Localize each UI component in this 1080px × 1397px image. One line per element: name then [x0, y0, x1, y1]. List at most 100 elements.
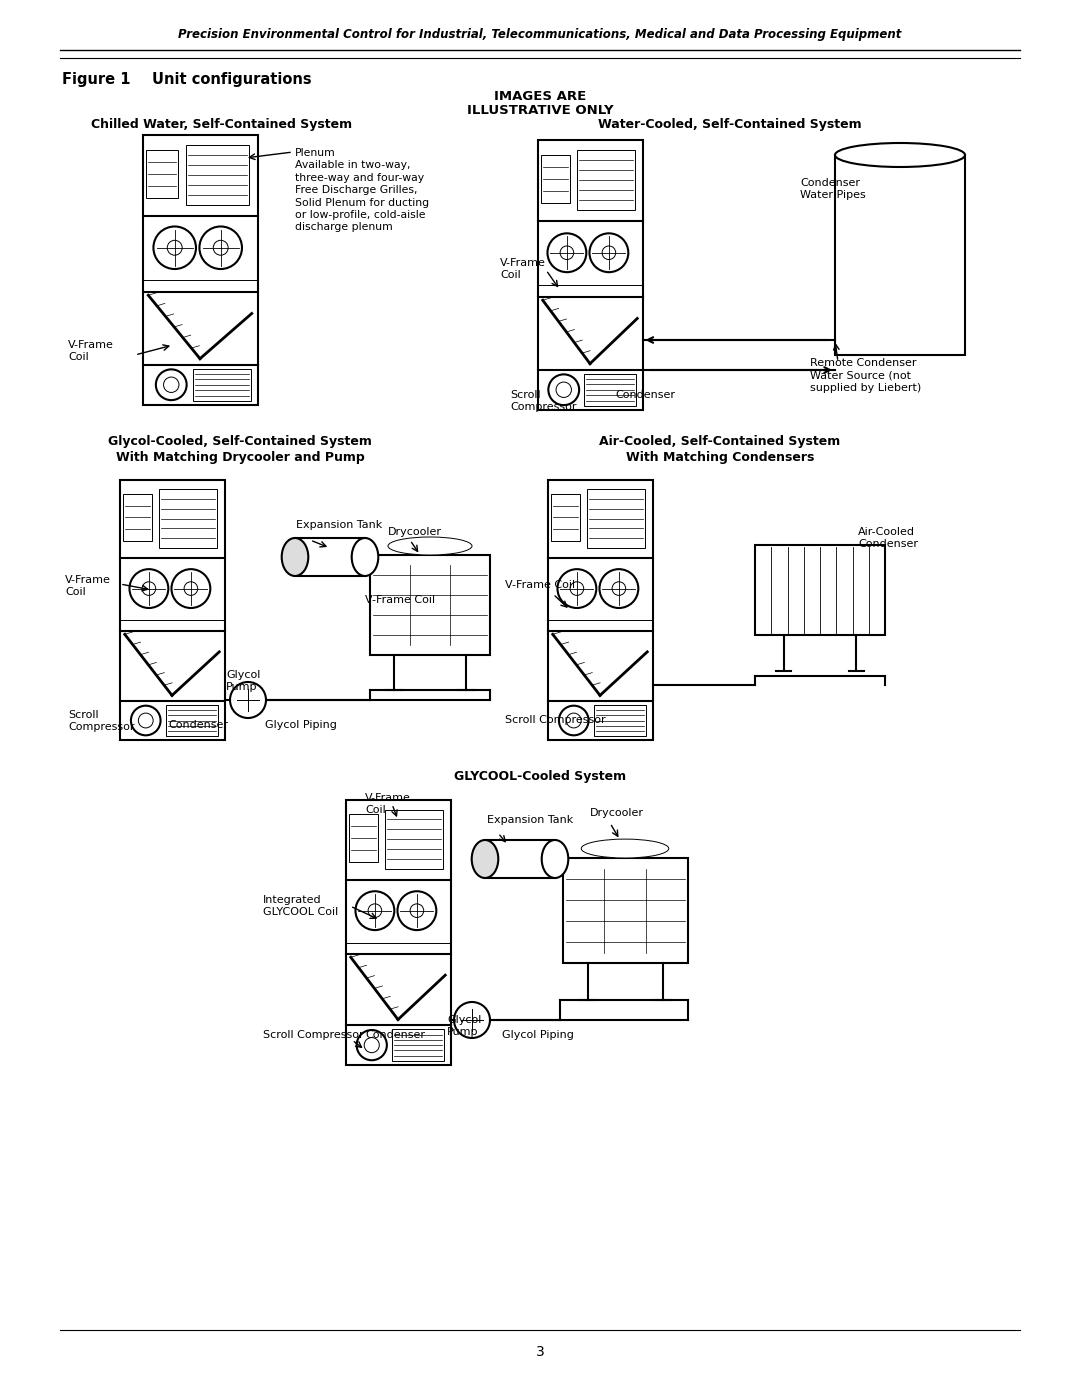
Ellipse shape — [581, 840, 669, 858]
Bar — [594, 705, 646, 736]
Ellipse shape — [388, 536, 472, 555]
Bar — [485, 840, 555, 877]
Text: 3: 3 — [536, 1345, 544, 1359]
Text: Figure 1: Figure 1 — [62, 73, 131, 87]
Text: Expansion Tank: Expansion Tank — [296, 520, 382, 529]
Circle shape — [230, 682, 266, 718]
Text: V-Frame
Coil: V-Frame Coil — [365, 793, 410, 816]
Bar — [165, 705, 218, 736]
Ellipse shape — [282, 538, 308, 576]
Text: Precision Environmental Control for Industrial, Telecommunications, Medical and : Precision Environmental Control for Indu… — [178, 28, 902, 41]
Text: Integrated
GLYCOOL Coil: Integrated GLYCOOL Coil — [264, 895, 338, 918]
Circle shape — [397, 891, 436, 930]
Circle shape — [590, 233, 629, 272]
Bar — [548, 481, 652, 740]
Bar — [541, 155, 570, 203]
Circle shape — [599, 569, 638, 608]
Text: Scroll
Compressor: Scroll Compressor — [510, 390, 577, 412]
Bar — [143, 136, 257, 405]
Bar — [578, 149, 635, 211]
Text: Chilled Water, Self-Contained System: Chilled Water, Self-Contained System — [92, 117, 352, 131]
Text: Scroll Compressor: Scroll Compressor — [505, 715, 606, 725]
Circle shape — [143, 581, 156, 595]
Circle shape — [454, 1002, 490, 1038]
Circle shape — [549, 374, 579, 405]
Text: GLYCOOL-Cooled System: GLYCOOL-Cooled System — [454, 770, 626, 782]
Circle shape — [368, 904, 381, 918]
Bar — [386, 809, 443, 869]
Bar — [349, 814, 378, 862]
Circle shape — [213, 240, 228, 256]
Text: Water-Cooled, Self-Contained System: Water-Cooled, Self-Contained System — [598, 117, 862, 131]
Bar — [583, 373, 636, 407]
Bar — [186, 145, 249, 205]
Text: Glycol-Cooled, Self-Contained System
With Matching Drycooler and Pump: Glycol-Cooled, Self-Contained System Wit… — [108, 434, 372, 464]
Text: V-Frame
Coil: V-Frame Coil — [65, 576, 111, 598]
Ellipse shape — [542, 840, 568, 877]
Circle shape — [184, 581, 198, 595]
Circle shape — [130, 569, 168, 608]
Bar — [123, 495, 152, 541]
Text: Glycol Piping: Glycol Piping — [265, 719, 337, 731]
Text: V-Frame
Coil: V-Frame Coil — [500, 258, 545, 281]
Circle shape — [172, 569, 211, 608]
Text: Condenser: Condenser — [168, 719, 228, 731]
Circle shape — [153, 226, 195, 270]
Text: V-Frame Coil: V-Frame Coil — [365, 595, 435, 605]
Ellipse shape — [835, 142, 966, 168]
Bar — [193, 369, 251, 401]
Bar — [160, 489, 217, 548]
Circle shape — [356, 1030, 387, 1060]
Bar — [551, 495, 580, 541]
Bar — [538, 140, 643, 409]
Circle shape — [603, 246, 616, 260]
Text: V-Frame Coil: V-Frame Coil — [505, 580, 576, 590]
Text: Glycol
Pump: Glycol Pump — [226, 671, 260, 693]
Text: Drycooler: Drycooler — [388, 527, 442, 536]
Text: V-Frame
Coil: V-Frame Coil — [68, 339, 113, 362]
Circle shape — [163, 377, 179, 393]
Circle shape — [200, 226, 242, 270]
Circle shape — [355, 891, 394, 930]
Text: Condenser: Condenser — [365, 1030, 426, 1039]
Circle shape — [570, 581, 583, 595]
Circle shape — [131, 705, 161, 735]
Text: Glycol Piping: Glycol Piping — [502, 1030, 573, 1039]
Circle shape — [364, 1038, 379, 1053]
Text: IMAGES ARE: IMAGES ARE — [494, 89, 586, 103]
Bar — [346, 800, 450, 1065]
Bar — [146, 149, 178, 198]
Text: Scroll
Compressor: Scroll Compressor — [68, 710, 135, 732]
Text: Remote Condenser
Water Source (not
supplied by Liebert): Remote Condenser Water Source (not suppl… — [810, 358, 921, 393]
Bar — [588, 489, 645, 548]
Bar — [295, 538, 365, 576]
Text: Scroll Compressor: Scroll Compressor — [264, 1030, 364, 1039]
Text: Drycooler: Drycooler — [590, 807, 644, 819]
Circle shape — [557, 569, 596, 608]
Text: Condenser: Condenser — [615, 390, 675, 400]
Circle shape — [548, 233, 586, 272]
Ellipse shape — [352, 538, 378, 576]
Bar — [120, 481, 225, 740]
Bar — [392, 1030, 444, 1062]
Text: ILLUSTRATIVE ONLY: ILLUSTRATIVE ONLY — [467, 103, 613, 117]
Bar — [370, 555, 490, 655]
Text: Air-Cooled
Condenser: Air-Cooled Condenser — [858, 527, 918, 549]
Circle shape — [156, 369, 187, 400]
Circle shape — [556, 381, 571, 397]
Circle shape — [410, 904, 423, 918]
Bar — [835, 155, 966, 355]
Text: Condenser
Water Pipes: Condenser Water Pipes — [800, 177, 866, 200]
Circle shape — [167, 240, 183, 256]
Text: Plenum
Available in two-way,
three-way and four-way
Free Discharge Grilles,
Soli: Plenum Available in two-way, three-way a… — [295, 148, 429, 232]
Bar — [755, 545, 885, 636]
Circle shape — [612, 581, 625, 595]
Circle shape — [566, 712, 581, 728]
Text: Air-Cooled, Self-Contained System
With Matching Condensers: Air-Cooled, Self-Contained System With M… — [599, 434, 840, 464]
Circle shape — [559, 705, 589, 735]
Circle shape — [561, 246, 573, 260]
Bar — [563, 858, 688, 963]
Text: Expansion Tank: Expansion Tank — [487, 814, 573, 826]
Text: Glycol
Pump: Glycol Pump — [447, 1016, 482, 1038]
Ellipse shape — [472, 840, 498, 877]
